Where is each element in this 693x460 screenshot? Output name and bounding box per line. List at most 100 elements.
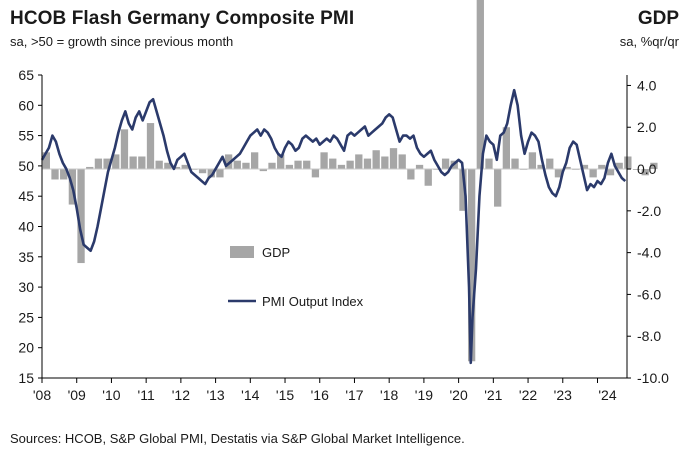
right-tick-label: -4.0 <box>637 245 661 261</box>
x-tick-label: '17 <box>345 387 363 403</box>
gdp-bar <box>615 162 623 170</box>
x-tick-label: '19 <box>415 387 433 403</box>
gdp-bar <box>233 160 241 170</box>
gdp-bar <box>138 156 146 170</box>
x-tick-label: '12 <box>172 387 190 403</box>
right-tick-label: -6.0 <box>637 286 661 302</box>
gdp-bar <box>598 164 606 170</box>
gdp-bar <box>198 169 207 174</box>
chart-subtitle: sa, >50 = growth since previous month <box>10 34 234 49</box>
gdp-bar <box>467 169 476 362</box>
legend-gdp-swatch <box>230 246 254 258</box>
right-axis-title: GDP <box>637 8 679 29</box>
gdp-bar <box>259 169 267 172</box>
pmi-output-line <box>40 88 627 365</box>
gdp-bar <box>580 164 589 170</box>
gdp-bar <box>372 150 380 170</box>
gdp-bar <box>511 158 519 170</box>
gdp-bar <box>86 166 94 170</box>
legend-gdp-label: GDP <box>262 245 290 260</box>
right-tick-label: 4.0 <box>637 77 657 93</box>
gdp-bar <box>77 169 85 264</box>
gdp-bar <box>485 158 493 170</box>
gdp-bar <box>242 162 250 170</box>
x-tick-label: '20 <box>449 387 467 403</box>
gdp-bar <box>606 169 615 176</box>
right-tick-label: -10.0 <box>637 370 669 386</box>
gdp-bar <box>563 166 571 170</box>
right-tick-label: -2.0 <box>637 203 661 219</box>
left-tick-label: 55 <box>18 128 34 144</box>
gdp-bar <box>441 158 450 170</box>
pmi-line <box>40 88 627 365</box>
right-tick-label: 2.0 <box>637 119 657 135</box>
legend-pmi-label: PMI Output Index <box>262 294 364 309</box>
left-tick-label: 60 <box>18 97 34 113</box>
gdp-bar <box>415 164 424 170</box>
x-tick-label: '08 <box>33 387 51 403</box>
gdp-bar <box>398 154 406 170</box>
gdp-bar <box>181 164 189 170</box>
gdp-bar <box>502 127 510 170</box>
gdp-bar <box>346 160 354 170</box>
gdp-bar <box>381 156 389 170</box>
left-tick-label: 45 <box>18 188 34 204</box>
right-axis-subtitle: sa, %qr/qr <box>619 34 679 49</box>
gdp-bar <box>407 169 415 180</box>
gdp-bar <box>650 162 658 170</box>
x-tick-label: '22 <box>519 387 537 403</box>
x-tick-label: '11 <box>138 387 155 403</box>
left-tick-label: 35 <box>18 249 34 265</box>
gdp-bar <box>146 123 155 170</box>
gdp-bar <box>51 169 59 180</box>
gdp-bar <box>363 158 372 170</box>
gdp-bar <box>589 169 597 178</box>
axes: 15 20 25 30 35 40 45 50 55 60 65 -10.0 -8.0 -6.0 -4.0 -… <box>18 67 669 403</box>
gdp-bar <box>42 152 50 170</box>
gdp-bar <box>494 169 502 207</box>
gdp-bar <box>320 152 328 170</box>
gdp-bar <box>172 166 181 170</box>
left-tick-label: 40 <box>18 219 34 235</box>
gdp-bar <box>207 169 215 178</box>
gdp-bar <box>476 0 484 170</box>
gdp-bar <box>554 169 563 178</box>
gdp-bar <box>632 169 641 170</box>
x-tick-label: '15 <box>276 387 294 403</box>
gdp-bar <box>251 152 259 170</box>
x-tick-label: '18 <box>380 387 398 403</box>
gdp-bar <box>459 169 467 211</box>
gdp-bar <box>311 169 320 178</box>
source-note: Sources: HCOB, S&P Global PMI, Destatis … <box>10 431 465 446</box>
gdp-bar <box>112 154 120 170</box>
gdp-bar <box>355 154 363 170</box>
gdp-bar <box>389 148 398 170</box>
gdp-bar <box>546 158 554 170</box>
x-tick-label: '16 <box>311 387 329 403</box>
legend: GDP PMI Output Index <box>228 245 364 309</box>
gdp-bar <box>294 160 302 170</box>
right-tick-label: 0.0 <box>637 161 657 177</box>
gdp-bar <box>129 156 137 170</box>
gdp-bar <box>120 129 129 170</box>
x-tick-label: '21 <box>484 387 502 403</box>
gdp-bar <box>329 158 337 170</box>
gdp-bar <box>60 169 68 180</box>
left-tick-label: 20 <box>18 340 34 356</box>
x-tick-label: '13 <box>206 387 224 403</box>
gdp-bar <box>155 160 163 170</box>
x-tick-label: '14 <box>241 387 259 403</box>
left-tick-label: 25 <box>18 309 34 325</box>
x-tick-label: '10 <box>102 387 120 403</box>
gdp-bar <box>537 164 545 170</box>
gdp-bar <box>285 164 294 170</box>
chart-title: HCOB Flash Germany Composite PMI <box>10 8 355 29</box>
left-tick-label: 30 <box>18 279 34 295</box>
x-tick-label: '24 <box>598 387 616 403</box>
right-tick-label: -8.0 <box>637 328 661 344</box>
left-tick-label: 15 <box>18 370 34 386</box>
left-tick-label: 65 <box>18 67 34 83</box>
gdp-bar <box>164 162 172 170</box>
gdp-bar <box>337 164 346 170</box>
